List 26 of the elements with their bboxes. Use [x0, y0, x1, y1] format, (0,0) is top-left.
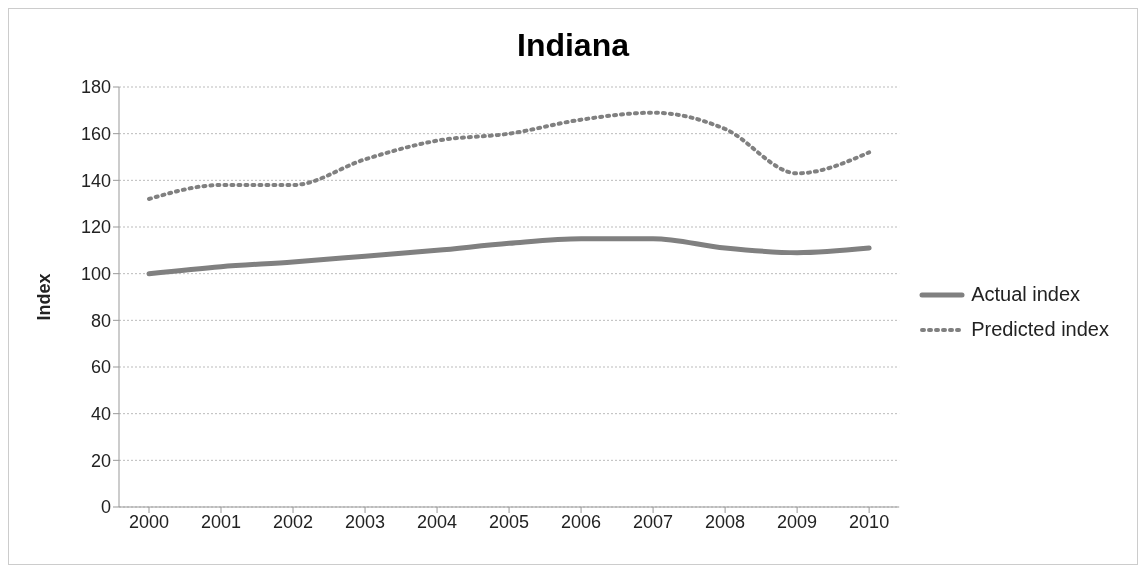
- y-tick-label: 0: [100, 497, 111, 518]
- y-tick-label: 60: [90, 357, 111, 378]
- x-tick-label: 2005: [489, 511, 530, 532]
- x-tick-label: 2008: [705, 511, 746, 532]
- y-tick-label: 140: [80, 170, 111, 191]
- x-tick-label: 2000: [128, 511, 170, 532]
- y-tick-label: 120: [80, 217, 111, 238]
- y-axis-title: Index: [34, 273, 55, 321]
- x-tick-label: 2002: [273, 511, 314, 532]
- x-tick-label: 2007: [633, 511, 674, 532]
- x-tick-label: 2003: [345, 511, 386, 532]
- y-tick-label: 40: [90, 404, 111, 425]
- x-tick-label: 2010: [849, 511, 890, 532]
- y-tick-label: 80: [90, 310, 111, 331]
- y-tick-label: 160: [80, 124, 111, 145]
- y-tick-label: 100: [80, 264, 111, 285]
- legend-label: Predicted index: [971, 318, 1109, 341]
- legend-label: Actual index: [971, 283, 1081, 306]
- chart-title: Indiana: [516, 26, 631, 65]
- x-tick-label: 2006: [561, 511, 602, 532]
- line-series: [147, 110, 872, 201]
- y-tick-label: 180: [80, 77, 111, 98]
- x-tick-label: 2004: [417, 511, 458, 532]
- y-tick-label: 20: [90, 450, 111, 471]
- x-tick-label: 2001: [200, 511, 242, 532]
- x-tick-label: 2009: [777, 511, 818, 532]
